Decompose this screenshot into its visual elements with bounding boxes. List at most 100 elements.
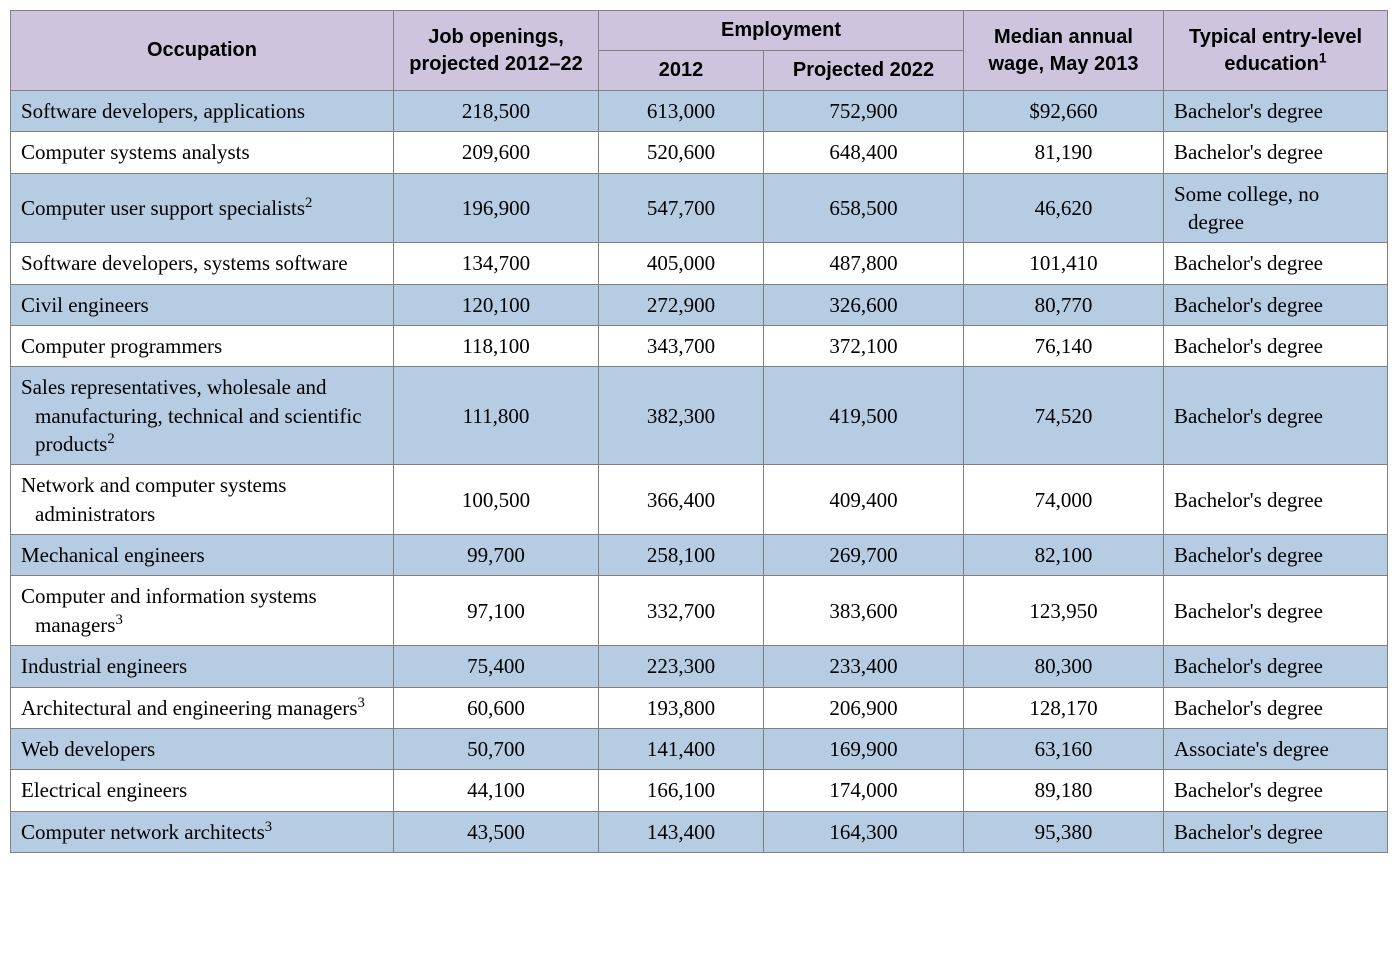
cell-occupation-sup: 3: [265, 819, 272, 835]
cell-emp-2012: 258,100: [599, 535, 764, 576]
cell-occupation-sup: 2: [107, 431, 114, 447]
cell-occupation-text: Computer user support specialists: [21, 196, 305, 220]
cell-emp-2012: 141,400: [599, 728, 764, 769]
table-row: Architectural and engineering managers36…: [11, 687, 1388, 728]
cell-emp-2012: 547,700: [599, 173, 764, 243]
table-row: Computer network architects343,500143,40…: [11, 811, 1388, 852]
header-education-sup: 1: [1319, 49, 1327, 65]
cell-emp-2012: 405,000: [599, 243, 764, 284]
cell-wage: $92,660: [964, 91, 1164, 132]
cell-education: Bachelor's degree: [1164, 326, 1388, 367]
cell-wage: 128,170: [964, 687, 1164, 728]
cell-occupation: Computer network architects3: [11, 811, 394, 852]
cell-occupation: Architectural and engineering managers3: [11, 687, 394, 728]
cell-occupation-text: Industrial engineers: [21, 654, 187, 678]
cell-emp-2012: 143,400: [599, 811, 764, 852]
cell-job-openings: 97,100: [394, 576, 599, 646]
table-row: Electrical engineers44,100166,100174,000…: [11, 770, 1388, 811]
cell-emp-2022: 169,900: [764, 728, 964, 769]
cell-job-openings: 196,900: [394, 173, 599, 243]
table-row: Mechanical engineers99,700258,100269,700…: [11, 535, 1388, 576]
cell-job-openings: 75,400: [394, 646, 599, 687]
cell-wage: 89,180: [964, 770, 1164, 811]
cell-occupation: Computer systems analysts: [11, 132, 394, 173]
cell-emp-2022: 658,500: [764, 173, 964, 243]
cell-wage: 63,160: [964, 728, 1164, 769]
cell-emp-2022: 409,400: [764, 465, 964, 535]
cell-wage: 80,770: [964, 284, 1164, 325]
cell-wage: 74,520: [964, 367, 1164, 465]
cell-occupation: Electrical engineers: [11, 770, 394, 811]
header-row-1: Occupation Job openings, projected 2012–…: [11, 11, 1388, 51]
header-employment-group: Employment: [599, 11, 964, 51]
cell-job-openings: 111,800: [394, 367, 599, 465]
header-emp-2022: Projected 2022: [764, 51, 964, 91]
cell-wage: 76,140: [964, 326, 1164, 367]
cell-job-openings: 99,700: [394, 535, 599, 576]
cell-occupation: Computer programmers: [11, 326, 394, 367]
header-median-wage: Median annual wage, May 2013: [964, 11, 1164, 91]
cell-occupation-text: Computer network architects: [21, 820, 265, 844]
cell-occupation-text: Network and computer systems administrat…: [21, 473, 286, 525]
cell-wage: 80,300: [964, 646, 1164, 687]
cell-education: Bachelor's degree: [1164, 770, 1388, 811]
table-row: Web developers50,700141,400169,90063,160…: [11, 728, 1388, 769]
cell-emp-2022: 648,400: [764, 132, 964, 173]
cell-emp-2012: 332,700: [599, 576, 764, 646]
cell-education: Bachelor's degree: [1164, 243, 1388, 284]
cell-wage: 95,380: [964, 811, 1164, 852]
cell-occupation-sup: 2: [305, 195, 312, 211]
cell-education: Bachelor's degree: [1164, 132, 1388, 173]
cell-occupation: Computer and information systems manager…: [11, 576, 394, 646]
cell-occupation: Network and computer systems administrat…: [11, 465, 394, 535]
cell-emp-2012: 272,900: [599, 284, 764, 325]
cell-occupation-sup: 3: [115, 612, 122, 628]
table-row: Software developers, systems software 134…: [11, 243, 1388, 284]
cell-emp-2012: 343,700: [599, 326, 764, 367]
cell-occupation-text: Computer programmers: [21, 334, 222, 358]
cell-emp-2022: 487,800: [764, 243, 964, 284]
cell-occupation: Software developers, systems software: [11, 243, 394, 284]
cell-occupation-text: Software developers, systems software: [21, 251, 348, 275]
cell-education: Associate's degree: [1164, 728, 1388, 769]
cell-job-openings: 209,600: [394, 132, 599, 173]
cell-education: Bachelor's degree: [1164, 687, 1388, 728]
cell-job-openings: 218,500: [394, 91, 599, 132]
cell-education: Bachelor's degree: [1164, 646, 1388, 687]
cell-emp-2012: 520,600: [599, 132, 764, 173]
table-row: Network and computer systems administrat…: [11, 465, 1388, 535]
cell-occupation-text: Sales representatives, wholesale and man…: [21, 375, 362, 456]
cell-occupation-text: Computer and information systems manager…: [21, 584, 317, 636]
cell-emp-2012: 166,100: [599, 770, 764, 811]
cell-wage: 123,950: [964, 576, 1164, 646]
header-education: Typical entry-level education1: [1164, 11, 1388, 91]
cell-job-openings: 134,700: [394, 243, 599, 284]
cell-emp-2012: 366,400: [599, 465, 764, 535]
cell-emp-2022: 233,400: [764, 646, 964, 687]
table-row: Computer systems analysts209,600520,6006…: [11, 132, 1388, 173]
cell-occupation: Civil engineers: [11, 284, 394, 325]
cell-wage: 82,100: [964, 535, 1164, 576]
cell-occupation: Industrial engineers: [11, 646, 394, 687]
table-body: Software developers, applications 218,500…: [11, 91, 1388, 853]
cell-education: Bachelor's degree: [1164, 811, 1388, 852]
cell-occupation-text: Electrical engineers: [21, 778, 187, 802]
cell-job-openings: 120,100: [394, 284, 599, 325]
cell-job-openings: 100,500: [394, 465, 599, 535]
cell-emp-2022: 164,300: [764, 811, 964, 852]
cell-emp-2012: 193,800: [599, 687, 764, 728]
cell-occupation: Software developers, applications: [11, 91, 394, 132]
table-row: Sales representatives, wholesale and man…: [11, 367, 1388, 465]
table-row: Computer user support specialists2 196,90…: [11, 173, 1388, 243]
cell-occupation-text: Software developers, applications: [21, 99, 305, 123]
cell-education: Bachelor's degree: [1164, 576, 1388, 646]
cell-education: Bachelor's degree: [1164, 465, 1388, 535]
cell-emp-2022: 174,000: [764, 770, 964, 811]
table-row: Computer and information systems manager…: [11, 576, 1388, 646]
cell-education: Bachelor's degree: [1164, 284, 1388, 325]
cell-emp-2022: 419,500: [764, 367, 964, 465]
cell-occupation-text: Web developers: [21, 737, 155, 761]
cell-education: Bachelor's degree: [1164, 91, 1388, 132]
cell-job-openings: 60,600: [394, 687, 599, 728]
cell-emp-2012: 613,000: [599, 91, 764, 132]
